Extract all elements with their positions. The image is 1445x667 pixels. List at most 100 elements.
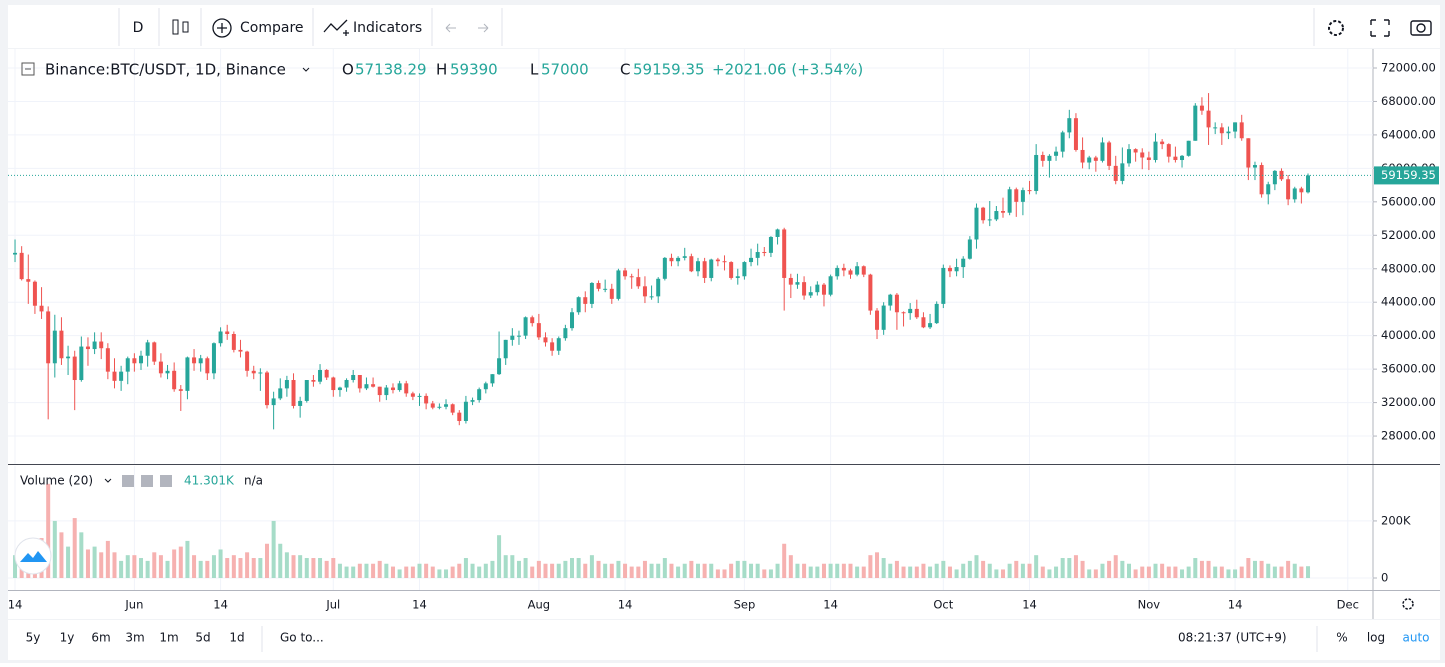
volume-bar: [284, 552, 289, 578]
candle-body: [225, 331, 230, 335]
candle-body: [802, 282, 807, 296]
scale-settings-button[interactable]: [1402, 598, 1414, 610]
log-button[interactable]: log: [1367, 631, 1385, 645]
logo-icon: [20, 551, 47, 562]
volume-bar: [1239, 566, 1244, 578]
volume-bar: [894, 560, 899, 578]
volume-bar: [881, 558, 886, 578]
candle-body: [1213, 127, 1218, 129]
volume-bar: [987, 563, 992, 578]
toolbar: [8, 5, 1440, 48]
interval-button[interactable]: D: [133, 20, 144, 36]
volume-bar: [709, 563, 714, 578]
candle-body: [941, 267, 946, 304]
volume-bar: [1213, 566, 1218, 578]
candle-body: [172, 370, 177, 390]
undo-redo-icons[interactable]: [445, 23, 489, 33]
volume-tick-label: 200K: [1381, 513, 1411, 527]
fullscreen-button[interactable]: [1370, 19, 1390, 37]
volume-bar: [172, 549, 177, 578]
chart-style-button[interactable]: [172, 19, 189, 35]
candle-body: [623, 270, 628, 277]
volume-bar: [729, 563, 734, 578]
candle-body: [1034, 154, 1039, 191]
candle-body: [543, 337, 548, 343]
settings-button[interactable]: [141, 475, 153, 487]
volume-bar: [556, 563, 561, 578]
auto-button[interactable]: auto: [1402, 631, 1429, 645]
candle-body: [550, 342, 555, 351]
volume-bar: [46, 483, 51, 578]
remove-button[interactable]: [160, 475, 172, 487]
compare-button[interactable]: Compare: [212, 18, 304, 38]
y-tick-label: 32000.00: [1381, 395, 1436, 409]
indicators-button[interactable]: Indicators: [323, 19, 422, 36]
volume-bar: [205, 560, 210, 578]
candle-body: [510, 335, 515, 340]
range-button[interactable]: 1d: [229, 631, 244, 645]
candle-body: [238, 349, 243, 352]
candle-body: [788, 277, 793, 285]
range-button[interactable]: 5y: [26, 631, 41, 645]
candle-body: [1107, 142, 1112, 166]
volume-bar: [1107, 560, 1112, 578]
candle-body: [835, 267, 840, 277]
dropdown-icon: [104, 478, 112, 483]
volume-bar: [1060, 558, 1065, 578]
candle-body: [715, 259, 720, 262]
y-tick-label: 72000.00: [1381, 60, 1436, 74]
range-button[interactable]: 1y: [60, 631, 75, 645]
candle-body: [185, 357, 190, 391]
series: [8, 93, 1373, 578]
volume-bar: [1219, 566, 1224, 578]
settings-button[interactable]: [1328, 20, 1344, 36]
volume-bar: [888, 563, 893, 578]
candle-body: [868, 274, 873, 311]
candle-body: [125, 358, 130, 372]
percent-button[interactable]: %: [1336, 631, 1347, 645]
candle-body: [815, 284, 820, 293]
candle-body: [1087, 157, 1092, 163]
range-button[interactable]: 6m: [91, 631, 110, 645]
range-button[interactable]: 1m: [159, 631, 178, 645]
volume-bar: [1133, 569, 1138, 578]
volume-bar: [1001, 569, 1006, 578]
volume-bar: [722, 569, 727, 578]
candle-body: [709, 259, 714, 278]
screenshot-button[interactable]: [1410, 20, 1432, 36]
change-value: +2021.06 (+3.54%): [712, 61, 863, 79]
candle-body: [79, 346, 84, 381]
volume-bar: [868, 555, 873, 578]
candle-body: [1199, 105, 1204, 111]
logo[interactable]: [14, 537, 52, 575]
volume-bar: [848, 563, 853, 578]
x-tick-label: Nov: [1138, 598, 1161, 612]
candle-body: [278, 388, 283, 399]
hide-button[interactable]: [122, 475, 134, 487]
volume-bar: [1120, 560, 1125, 578]
candle-body: [1007, 189, 1012, 213]
candle-body: [768, 236, 773, 253]
volume-bar: [1193, 558, 1198, 578]
symbol-title[interactable]: Binance:BTC/USDT, 1D, Binance: [45, 61, 286, 79]
volume-bar: [516, 560, 521, 578]
volume-bar: [629, 566, 634, 578]
open-value: 57138.29: [355, 61, 427, 79]
volume-bar: [463, 558, 468, 578]
candle-body: [152, 342, 157, 362]
candle-body: [1113, 165, 1118, 181]
goto-button[interactable]: Go to...: [280, 631, 324, 645]
volume-bar: [324, 560, 329, 578]
volume-bar: [782, 543, 787, 578]
range-button[interactable]: 5d: [195, 631, 210, 645]
volume-bar: [603, 563, 608, 578]
candle-body: [808, 292, 813, 296]
candle-body: [1246, 138, 1251, 168]
volume-bar: [371, 563, 376, 578]
range-button[interactable]: 3m: [125, 631, 144, 645]
collapse-button[interactable]: [21, 62, 35, 76]
candle-body: [1040, 154, 1045, 161]
candle-body: [1120, 163, 1125, 181]
volume-ma: n/a: [244, 474, 263, 488]
candle-body: [211, 343, 216, 374]
